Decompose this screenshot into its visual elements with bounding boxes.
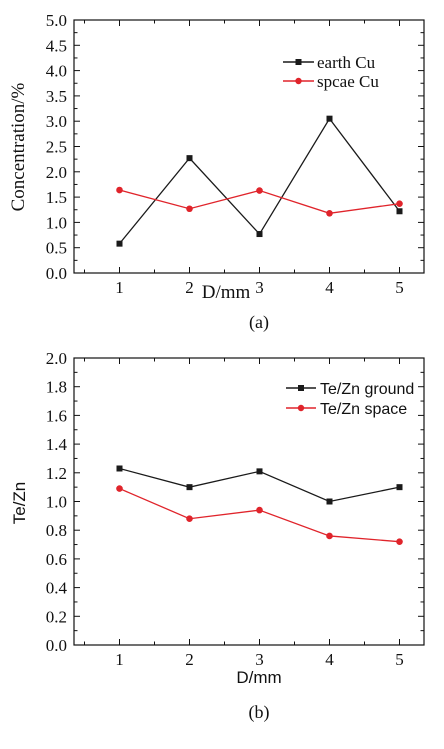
- panel-a-legend: earth Cu spcae Cu: [283, 53, 379, 91]
- panel-b-legend: Te/Zn ground Te/Zn space: [286, 381, 414, 418]
- y-tick-label: 2.0: [46, 163, 67, 182]
- y-tick-label: 1.0: [46, 493, 67, 512]
- y-tick-label: 0.0: [46, 636, 67, 655]
- y-tick-label: 1.0: [46, 213, 67, 232]
- y-tick-label: 5.0: [46, 11, 67, 30]
- y-tick-label: 0.6: [46, 550, 67, 569]
- y-tick-label: 0.5: [46, 239, 67, 258]
- data-point-earth-cu: [116, 240, 123, 247]
- y-tick-label: 1.2: [46, 464, 67, 483]
- legend-earth-cu-label: earth Cu: [317, 53, 376, 72]
- panel-b-x-axis-label: D/mm: [236, 668, 281, 687]
- panel-b-series: [116, 465, 403, 545]
- y-tick-label: 0.0: [46, 264, 67, 283]
- data-point-te-zn-space: [256, 506, 263, 514]
- panel-b-x-axis: 1 2 3 4 5: [84, 358, 404, 669]
- panel-a-x-axis-label: D/mm: [202, 282, 251, 303]
- data-point-te-zn-ground: [326, 498, 333, 505]
- data-point-spcae-cu: [256, 187, 263, 194]
- x-tick-label: 2: [185, 650, 194, 669]
- x-tick-label: 4: [325, 278, 334, 297]
- x-tick-label: 3: [255, 278, 264, 297]
- x-tick-label: 5: [395, 278, 404, 297]
- y-tick-label: 0.2: [46, 607, 67, 626]
- panel-a-y-axis: 0.0 0.5 1.0 1.5 2.0 2.5 3.0 3.5 4.0 4.5 5.0: [46, 11, 424, 283]
- panel-a-series: [116, 115, 403, 247]
- series-line-earth-cu: [118, 117, 401, 245]
- x-tick-label: 4: [325, 650, 334, 669]
- x-tick-label: 2: [185, 278, 194, 297]
- data-point-earth-cu: [186, 155, 193, 162]
- data-point-te-zn-space: [116, 485, 123, 492]
- y-tick-label: 2.0: [46, 349, 67, 368]
- y-tick-label: 3.5: [46, 87, 67, 106]
- y-tick-label: 1.5: [46, 188, 67, 207]
- legend-spcae-cu-marker: [295, 77, 302, 85]
- data-point-earth-cu: [396, 208, 403, 215]
- y-tick-label: 4.5: [46, 36, 67, 55]
- y-tick-label: 1.6: [46, 406, 67, 425]
- data-point-te-zn-ground: [396, 484, 403, 491]
- panel-a-caption: (a): [249, 312, 269, 333]
- data-point-te-zn-ground: [186, 484, 193, 491]
- panel-b-y-axis-label: Te/Zn: [10, 482, 29, 525]
- x-tick-label: 5: [395, 650, 404, 669]
- x-tick-label: 1: [115, 278, 124, 297]
- panel-a-y-axis-label: Concentration/%: [8, 82, 29, 211]
- data-point-spcae-cu: [326, 209, 333, 217]
- data-point-spcae-cu: [116, 186, 123, 194]
- legend-spcae-cu-label: spcae Cu: [317, 72, 379, 91]
- legend-earth-cu-marker: [295, 59, 302, 65]
- x-tick-label: 1: [115, 650, 124, 669]
- data-point-te-zn-space: [396, 538, 403, 545]
- legend-te-zn-ground-marker: [298, 385, 304, 391]
- y-tick-label: 1.8: [46, 378, 67, 397]
- y-tick-label: 3.0: [46, 112, 67, 131]
- y-tick-label: 0.4: [46, 579, 68, 598]
- data-point-spcae-cu: [396, 200, 403, 207]
- panel-b-caption: (b): [249, 702, 270, 723]
- data-point-spcae-cu: [186, 205, 193, 213]
- panel-a-x-axis: 1 2 3 4 5: [84, 20, 404, 297]
- data-point-te-zn-space: [326, 532, 333, 540]
- data-point-earth-cu: [256, 231, 263, 238]
- legend-te-zn-space-label: Te/Zn space: [320, 401, 407, 418]
- legend-te-zn-ground-label: Te/Zn ground: [320, 381, 414, 398]
- series-line-te-zn-space: [119, 487, 400, 543]
- data-point-earth-cu: [326, 115, 333, 122]
- y-tick-label: 2.5: [46, 138, 67, 157]
- data-point-te-zn-ground: [116, 465, 123, 472]
- y-tick-label: 1.4: [46, 435, 68, 454]
- y-tick-label: 0.8: [46, 521, 67, 540]
- y-tick-label: 4.0: [46, 62, 67, 81]
- legend-te-zn-space-marker: [297, 404, 305, 412]
- data-point-te-zn-space: [186, 515, 193, 523]
- panel-b-y-axis: 0.0 0.2 0.4 0.6 0.8 1.0 1.2 1.4 1.6 1.8 2.0: [46, 349, 424, 655]
- data-point-te-zn-ground: [256, 468, 263, 475]
- x-tick-label: 3: [255, 650, 264, 669]
